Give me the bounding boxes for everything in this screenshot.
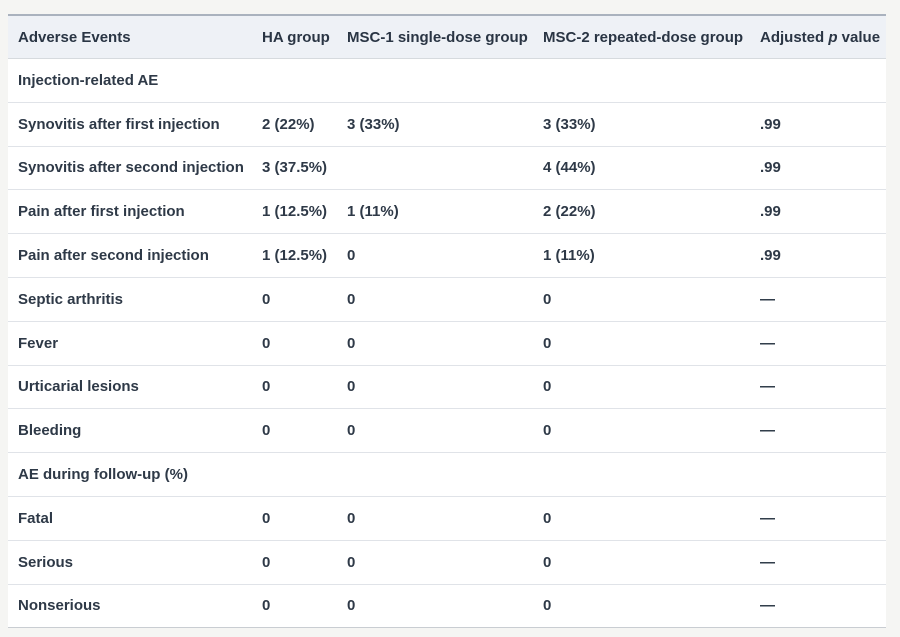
value-cell <box>750 453 886 497</box>
value-cell: 0 <box>262 334 271 352</box>
row-label: Septic arthritis <box>18 290 124 308</box>
value-cell: 0 <box>262 553 271 571</box>
column-header-msc1-group: MSC-1 single-dose group <box>347 28 528 46</box>
header-row: Adverse Events HA group MSC-1 single-dos… <box>8 15 886 59</box>
column-header-msc2-group: MSC-2 repeated-dose group <box>543 28 744 46</box>
row-label: Nonserious <box>18 597 101 615</box>
table-row: Fever 0 0 0 — <box>8 321 886 366</box>
value-cell: 0 <box>262 422 271 440</box>
table-row: Septic arthritis 0 0 0 — <box>8 277 886 322</box>
value-cell: .99 <box>760 203 781 221</box>
row-label: Injection-related AE <box>18 71 159 89</box>
value-cell: 3 (33%) <box>543 115 596 133</box>
value-cell: 0 <box>543 597 552 615</box>
row-label: AE during follow-up (%) <box>18 466 188 484</box>
row-label: Urticarial lesions <box>18 378 139 396</box>
table-row: Nonserious 0 0 0 — <box>8 584 886 628</box>
table-row: Bleeding 0 0 0 — <box>8 408 886 453</box>
row-label: Pain after first injection <box>18 203 185 221</box>
value-cell: 0 <box>347 553 356 571</box>
section-row: Injection-related AE <box>8 58 886 103</box>
value-cell: 0 <box>347 247 356 265</box>
column-header-adjusted-p-value: Adjusted p value <box>750 15 886 59</box>
value-cell: 3 (37.5%) <box>262 159 328 177</box>
value-cell: 0 <box>543 378 552 396</box>
value-cell: 2 (22%) <box>543 203 596 221</box>
value-cell: 0 <box>347 290 356 308</box>
value-cell: .99 <box>760 159 781 177</box>
table-row: Pain after second injection 1 (12.5%) 0 1 (… <box>8 233 886 278</box>
table-row: Synovitis after second injection 3 (37.5%… <box>8 146 886 190</box>
adjusted-p-italic: p <box>828 28 838 46</box>
value-cell: — <box>760 553 775 571</box>
value-cell: 1 (12.5%) <box>262 247 328 265</box>
table-row: Fatal 0 0 0 — <box>8 496 886 541</box>
value-cell: 0 <box>262 509 271 527</box>
table-header: Adverse Events HA group MSC-1 single-dos… <box>8 15 886 59</box>
value-cell: — <box>760 290 775 308</box>
value-cell: 0 <box>543 422 552 440</box>
row-label: Fatal <box>18 509 54 527</box>
table-row: Urticarial lesions 0 0 0 — <box>8 365 886 409</box>
value-cell <box>252 59 337 103</box>
adverse-events-table: Adverse Events HA group MSC-1 single-dos… <box>8 14 886 628</box>
value-cell: .99 <box>760 247 781 265</box>
table-row: Pain after first injection 1 (12.5%) 1 (11… <box>8 189 886 234</box>
value-cell <box>337 453 533 497</box>
value-cell <box>337 59 533 103</box>
value-cell: 0 <box>347 597 356 615</box>
value-cell: 0 <box>347 422 356 440</box>
value-cell: 0 <box>543 290 552 308</box>
value-cell: — <box>760 422 775 440</box>
value-cell: — <box>760 334 775 352</box>
value-cell: 1 (11%) <box>543 247 595 265</box>
table-body: Injection-related AE Synovitis after firs… <box>8 58 886 628</box>
value-cell: 4 (44%) <box>543 159 596 177</box>
table-row: Synovitis after first injection 2 (22%) 3 … <box>8 102 886 147</box>
value-cell: 0 <box>543 509 552 527</box>
value-cell: 1 (12.5%) <box>262 203 328 221</box>
row-label: Pain after second injection <box>18 247 209 265</box>
adjusted-p-pre: Adjusted <box>760 28 829 46</box>
value-cell: 0 <box>262 597 271 615</box>
row-label: Synovitis after second injection <box>18 159 244 177</box>
column-header-ha-group: HA group <box>262 28 330 46</box>
value-cell: 0 <box>262 290 271 308</box>
adverse-events-table-container: Adverse Events HA group MSC-1 single-dos… <box>8 14 886 628</box>
value-cell <box>533 453 750 497</box>
row-label: Fever <box>18 334 59 352</box>
value-cell: 0 <box>347 509 356 527</box>
value-cell <box>252 453 337 497</box>
value-cell <box>337 146 533 190</box>
value-cell: 2 (22%) <box>262 115 315 133</box>
value-cell: — <box>760 509 775 527</box>
row-label: Bleeding <box>18 422 82 440</box>
value-cell: 3 (33%) <box>347 115 400 133</box>
adjusted-p-post: value <box>837 28 881 46</box>
row-label: Synovitis after first injection <box>18 115 220 133</box>
value-cell: — <box>760 597 775 615</box>
value-cell: — <box>760 378 775 396</box>
value-cell: 0 <box>543 553 552 571</box>
section-row: AE during follow-up (%) <box>8 452 886 497</box>
row-label: Serious <box>18 553 74 571</box>
value-cell: .99 <box>760 115 781 133</box>
value-cell: 0 <box>347 378 356 396</box>
value-cell: 0 <box>347 334 356 352</box>
value-cell: 1 (11%) <box>347 203 399 221</box>
value-cell: 0 <box>543 334 552 352</box>
value-cell <box>750 59 886 103</box>
table-row: Serious 0 0 0 — <box>8 540 886 585</box>
value-cell: 0 <box>262 378 271 396</box>
value-cell <box>533 59 750 103</box>
column-header-adverse-events: Adverse Events <box>18 28 131 46</box>
